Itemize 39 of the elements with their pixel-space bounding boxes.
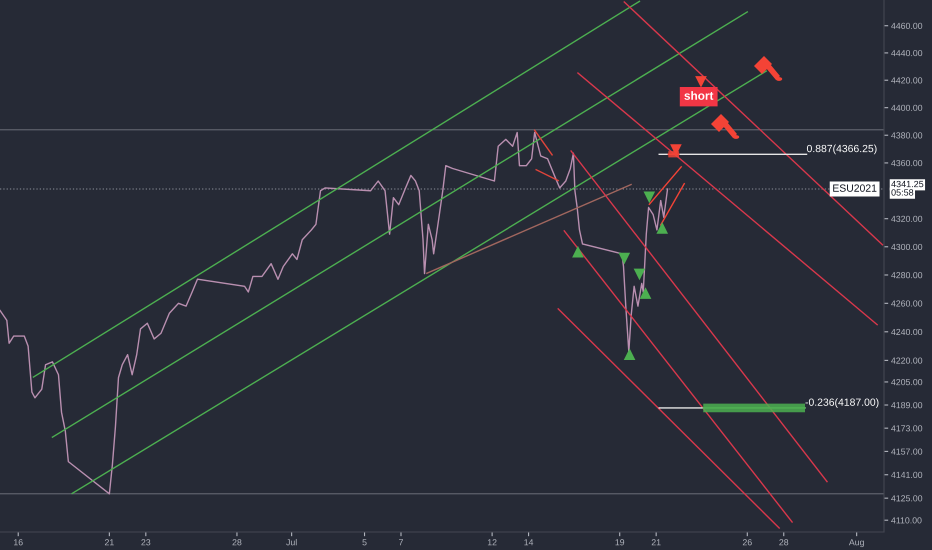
x-tick-label: 21 bbox=[652, 539, 661, 546]
x-tick-label: 5 bbox=[362, 539, 367, 546]
y-tick-label: 4141.00 bbox=[891, 472, 922, 478]
x-tick-label: 14 bbox=[524, 539, 534, 546]
x-tick-label: 23 bbox=[141, 539, 150, 546]
y-tick-label: 4460.00 bbox=[891, 22, 922, 29]
y-tick-label: 4440.00 bbox=[891, 50, 922, 56]
y-tick-label: 4220.00 bbox=[891, 357, 922, 364]
y-tick-label: 4420.00 bbox=[891, 77, 922, 84]
y-tick-label: 4380.00 bbox=[891, 132, 922, 138]
y-tick-label: 4240.00 bbox=[891, 328, 922, 336]
x-tick-label: Jul bbox=[286, 538, 297, 546]
y-tick-label: 4300.00 bbox=[891, 244, 922, 250]
x-tick-label: 28 bbox=[779, 539, 788, 546]
y-tick-label: 4320.00 bbox=[891, 216, 922, 222]
x-tick-label: 12 bbox=[488, 539, 497, 546]
y-tick-label: 4125.00 bbox=[891, 495, 922, 502]
y-tick-label: 4260.00 bbox=[891, 300, 922, 307]
x-tick-label: 19 bbox=[616, 539, 624, 546]
ref-line-label: ESU2021 bbox=[833, 184, 876, 192]
y-tick-label: 4110.00 bbox=[891, 517, 922, 524]
x-tick-label: 16 bbox=[14, 539, 23, 546]
annotation: -0.236(4187.00) bbox=[805, 398, 878, 408]
y-tick-label: 4360.00 bbox=[891, 160, 922, 166]
y-tick-label: 4280.00 bbox=[891, 272, 922, 278]
x-tick-label: 28 bbox=[232, 539, 242, 546]
x-tick-label: 21 bbox=[104, 539, 114, 546]
x-tick-label: Aug bbox=[848, 539, 864, 548]
y-tick-label: 4400.00 bbox=[891, 104, 922, 111]
text: 4341.25 bbox=[891, 180, 924, 188]
x-tick-label: 26 bbox=[742, 539, 752, 546]
text: 05:58 bbox=[891, 189, 914, 196]
annotation: 0.887(4366.25) bbox=[806, 144, 877, 154]
y-tick-label: 4173.00 bbox=[891, 425, 922, 432]
x-tick-label: 7 bbox=[399, 539, 403, 546]
y-tick-label: 4189.00 bbox=[891, 402, 922, 408]
annotation: short bbox=[684, 91, 714, 100]
y-tick-label: 4205.00 bbox=[891, 379, 922, 386]
y-tick-label: 4157.00 bbox=[891, 448, 922, 455]
